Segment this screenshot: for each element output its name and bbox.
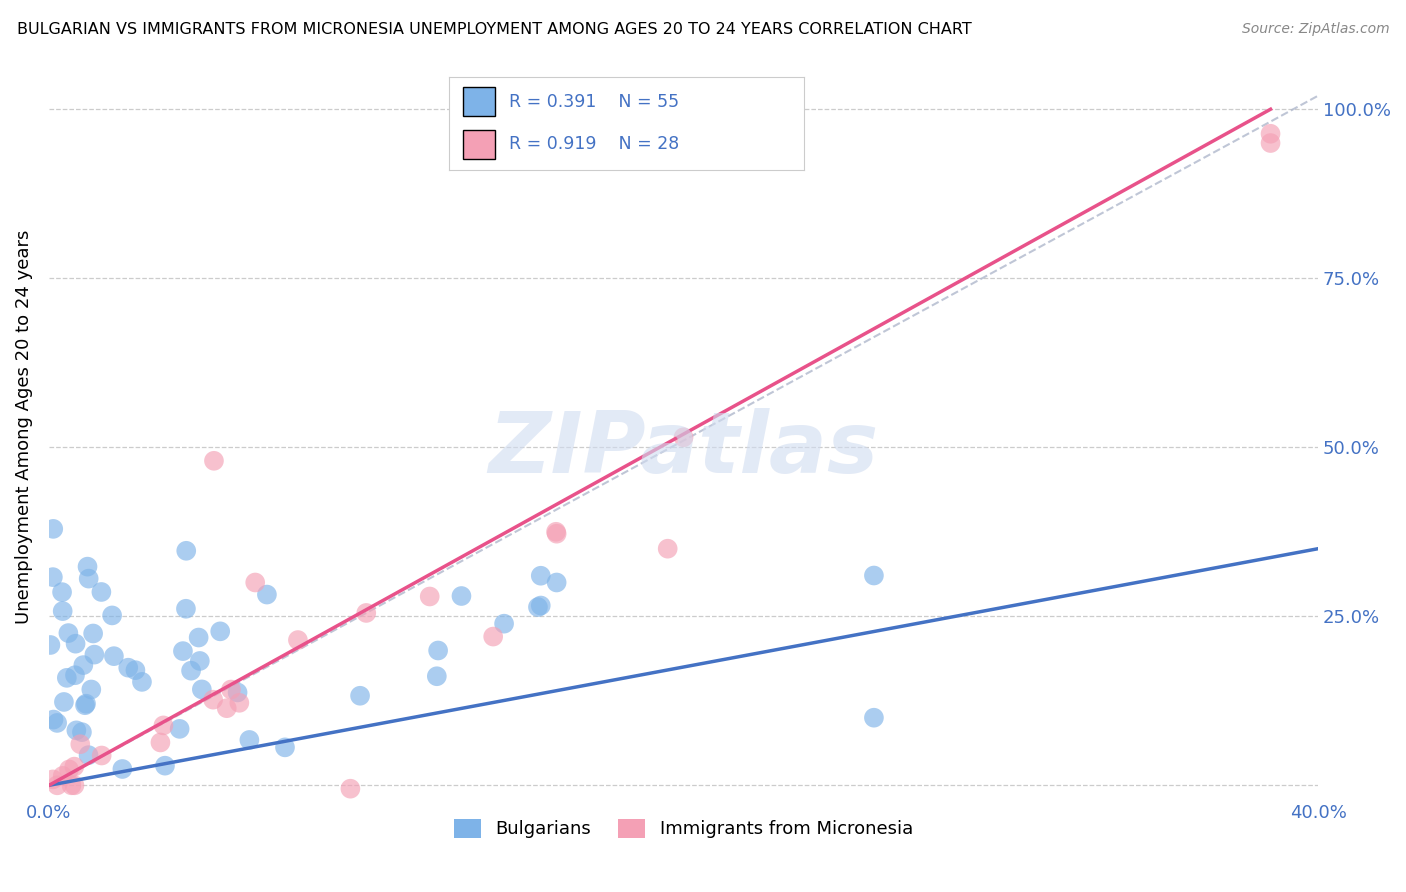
- Point: [349, 689, 371, 703]
- Point: [153, 758, 176, 772]
- Point: [52, 769, 75, 783]
- Point: [657, 541, 679, 556]
- Point: [187, 631, 209, 645]
- Point: [287, 633, 309, 648]
- Point: [245, 575, 267, 590]
- Point: [111, 762, 134, 776]
- Point: [527, 600, 550, 615]
- Point: [82, 626, 104, 640]
- Point: [863, 711, 886, 725]
- Point: [77, 748, 100, 763]
- Point: [103, 649, 125, 664]
- Point: [70, 725, 93, 739]
- Point: [202, 454, 225, 468]
- Point: [426, 669, 449, 683]
- Point: [215, 701, 238, 715]
- Point: [72, 658, 94, 673]
- Point: [90, 748, 112, 763]
- Point: [546, 575, 568, 590]
- Point: [75, 697, 97, 711]
- Point: [42, 772, 65, 787]
- Point: [191, 682, 214, 697]
- Point: [174, 543, 197, 558]
- Point: [863, 568, 886, 582]
- Point: [52, 695, 75, 709]
- Point: [530, 599, 553, 613]
- Point: [209, 624, 232, 639]
- Point: [530, 568, 553, 582]
- Point: [42, 522, 65, 536]
- Y-axis label: Unemployment Among Ages 20 to 24 years: Unemployment Among Ages 20 to 24 years: [15, 230, 32, 624]
- Point: [494, 616, 516, 631]
- Point: [56, 671, 79, 685]
- Point: [152, 718, 174, 732]
- Point: [256, 588, 278, 602]
- Point: [169, 722, 191, 736]
- Point: [39, 638, 62, 652]
- Text: BULGARIAN VS IMMIGRANTS FROM MICRONESIA UNEMPLOYMENT AMONG AGES 20 TO 24 YEARS C: BULGARIAN VS IMMIGRANTS FROM MICRONESIA …: [17, 22, 972, 37]
- Point: [76, 559, 98, 574]
- Point: [419, 590, 441, 604]
- Point: [80, 682, 103, 697]
- Point: [117, 661, 139, 675]
- Point: [228, 696, 250, 710]
- Text: ZIPatlas: ZIPatlas: [488, 408, 879, 491]
- Point: [69, 737, 91, 751]
- Point: [77, 572, 100, 586]
- Text: Source: ZipAtlas.com: Source: ZipAtlas.com: [1241, 22, 1389, 37]
- Point: [101, 608, 124, 623]
- Point: [180, 664, 202, 678]
- Point: [672, 430, 695, 444]
- Point: [427, 643, 450, 657]
- Point: [202, 692, 225, 706]
- Point: [274, 740, 297, 755]
- Point: [450, 589, 472, 603]
- Point: [174, 601, 197, 615]
- Point: [356, 606, 378, 620]
- Point: [546, 526, 568, 541]
- Point: [58, 763, 80, 777]
- Point: [63, 778, 86, 792]
- Point: [58, 626, 80, 640]
- Point: [172, 644, 194, 658]
- Point: [219, 682, 242, 697]
- Point: [544, 524, 567, 539]
- Point: [226, 685, 249, 699]
- Point: [63, 668, 86, 682]
- Point: [42, 713, 65, 727]
- Point: [482, 630, 505, 644]
- Point: [63, 759, 86, 773]
- Point: [131, 674, 153, 689]
- Legend: Bulgarians, Immigrants from Micronesia: Bulgarians, Immigrants from Micronesia: [447, 812, 921, 846]
- Point: [46, 778, 69, 792]
- Point: [65, 637, 87, 651]
- Point: [46, 715, 69, 730]
- Point: [51, 585, 73, 599]
- Point: [52, 604, 75, 618]
- Point: [83, 648, 105, 662]
- Point: [1260, 136, 1282, 150]
- Point: [188, 654, 211, 668]
- Point: [1260, 127, 1282, 141]
- Point: [65, 723, 87, 738]
- Point: [238, 733, 260, 747]
- Point: [149, 735, 172, 749]
- Point: [73, 698, 96, 713]
- Point: [339, 781, 361, 796]
- Point: [60, 778, 83, 792]
- Point: [42, 570, 65, 584]
- Point: [90, 585, 112, 599]
- Point: [124, 663, 146, 677]
